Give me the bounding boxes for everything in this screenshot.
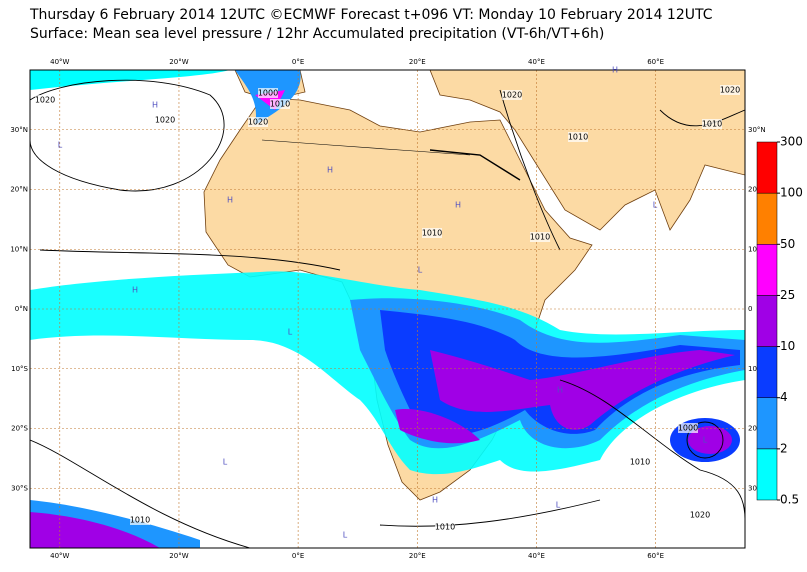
colorbar-label: 2 bbox=[780, 441, 788, 455]
arabia-asia bbox=[429, 70, 745, 231]
pressure-center: L bbox=[418, 266, 423, 275]
isobar-label: 1000 bbox=[678, 424, 698, 433]
isobar-label: 1010 bbox=[270, 100, 290, 109]
colorbar-segment bbox=[756, 397, 778, 450]
isobar-label: 1020 bbox=[155, 116, 175, 125]
isobar-label-bg bbox=[530, 232, 550, 242]
isobar-label-bg bbox=[720, 85, 740, 95]
isobar-label: 1000 bbox=[258, 89, 278, 98]
pressure-center: L bbox=[288, 328, 293, 337]
y-tick-label: 30°S bbox=[11, 484, 28, 492]
isobar-label-bg bbox=[248, 117, 268, 127]
y-tick-label: 20°S bbox=[11, 425, 28, 433]
isobars bbox=[30, 79, 745, 548]
pressure-center: L bbox=[653, 201, 658, 210]
isobar-label-bg bbox=[702, 119, 722, 129]
colorbar-segment bbox=[756, 346, 778, 398]
borders bbox=[261, 139, 521, 181]
colorbar-label: 25 bbox=[780, 288, 795, 302]
x-tick-label: 20°E bbox=[409, 552, 426, 560]
subtitle: Surface: Mean sea level pressure / 12hr … bbox=[30, 26, 604, 42]
isobar-label-bg bbox=[422, 228, 442, 238]
colorbar-segment bbox=[756, 141, 778, 194]
isobar-label-bg bbox=[435, 522, 455, 532]
pressure-center: H bbox=[227, 196, 233, 205]
isobar-label-bg bbox=[630, 457, 650, 467]
isobar-label-bg bbox=[690, 510, 710, 520]
graticule bbox=[30, 70, 745, 548]
isobar-label: 1010 bbox=[435, 523, 455, 532]
isobar-label: 1020 bbox=[35, 96, 55, 105]
x-tick-label: 0°E bbox=[292, 552, 304, 560]
y-tick-label: 10 bbox=[748, 365, 757, 373]
x-tick-label: 40°E bbox=[528, 58, 545, 66]
map-frame bbox=[29, 69, 746, 549]
x-tick-label: 20°W bbox=[169, 58, 188, 66]
isobar-label-bg bbox=[568, 132, 588, 142]
isobar-label: 1010 bbox=[568, 133, 588, 142]
isobar-label: 1010 bbox=[702, 120, 722, 129]
colorbar-segment bbox=[756, 448, 778, 501]
colorbar-segment bbox=[756, 192, 778, 245]
y-tick-label: 0 bbox=[748, 305, 752, 313]
isobar-label-bg bbox=[130, 515, 150, 525]
colorbar-label: 10 bbox=[780, 339, 795, 353]
colorbar-label: 300 bbox=[780, 135, 803, 149]
y-tick-label: 10°N bbox=[10, 245, 28, 253]
isobar-label: 1020 bbox=[502, 91, 522, 100]
pressure-center: L bbox=[223, 458, 228, 467]
pressure-center: L bbox=[556, 501, 561, 510]
colorbar-segment bbox=[756, 295, 778, 347]
isobar-label-bg bbox=[258, 88, 278, 98]
x-tick-label: 40°W bbox=[50, 552, 69, 560]
y-tick-label: 10 bbox=[748, 245, 757, 253]
isobar-label-bg bbox=[155, 115, 175, 125]
isobar-label: 1020 bbox=[720, 86, 740, 95]
map-layers bbox=[30, 70, 745, 548]
isobar-label: 1020 bbox=[248, 118, 268, 127]
isobar-label-bg bbox=[35, 95, 55, 105]
y-tick-label: 10°S bbox=[11, 365, 28, 373]
pressure-center: H bbox=[455, 201, 461, 210]
pressure-center: H bbox=[132, 286, 138, 295]
isobar-label-bg bbox=[270, 99, 290, 109]
colorbar-label: 50 bbox=[780, 237, 795, 251]
y-tick-label: 30 bbox=[748, 484, 757, 492]
isobar-label-bg bbox=[502, 90, 522, 100]
colorbar-label: 100 bbox=[780, 186, 803, 200]
precipitation bbox=[30, 70, 745, 548]
isobar-label-bg bbox=[678, 423, 698, 433]
colorbar-label: 0.5 bbox=[780, 493, 799, 507]
pressure-center: H bbox=[557, 386, 563, 395]
pressure-center: L bbox=[703, 436, 708, 445]
isobar-label: 1010 bbox=[130, 516, 150, 525]
pressure-center: H bbox=[612, 66, 618, 75]
x-tick-label: 60°E bbox=[647, 58, 664, 66]
isobar-label: 1010 bbox=[630, 458, 650, 467]
y-tick-label: 30°N bbox=[10, 126, 28, 134]
x-tick-label: 20°W bbox=[169, 552, 188, 560]
x-tick-label: 40°E bbox=[528, 552, 545, 560]
y-tick-label: 20°N bbox=[10, 186, 28, 194]
isobar-label: 1010 bbox=[422, 229, 442, 238]
x-tick-label: 0°E bbox=[292, 58, 304, 66]
pressure-center: H bbox=[327, 166, 333, 175]
x-tick-label: 40°W bbox=[50, 58, 69, 66]
colorbar-label: 4 bbox=[780, 390, 788, 404]
isobar-label: 1010 bbox=[530, 233, 550, 242]
y-tick-label: 30°N bbox=[748, 126, 766, 134]
isobar-label: 1020 bbox=[690, 511, 710, 520]
colorbar-segment bbox=[756, 244, 778, 296]
pressure-center: L bbox=[58, 141, 63, 150]
pressure-center: L bbox=[343, 531, 348, 540]
y-tick-label: 20 bbox=[748, 425, 757, 433]
x-tick-label: 20°E bbox=[409, 58, 426, 66]
title: Thursday 6 February 2014 12UTC ©ECMWF Fo… bbox=[29, 7, 713, 23]
y-tick-label: 20 bbox=[748, 186, 757, 194]
x-tick-label: 60°E bbox=[647, 552, 664, 560]
y-tick-label: 0°N bbox=[15, 305, 28, 313]
pressure-center: H bbox=[432, 496, 438, 505]
pressure-center: H bbox=[152, 101, 158, 110]
